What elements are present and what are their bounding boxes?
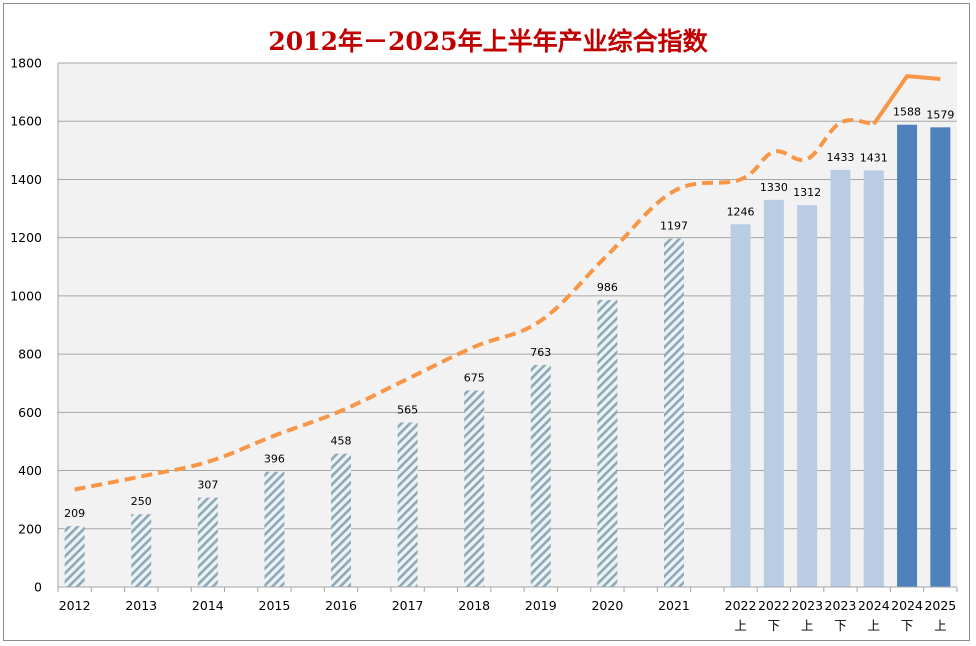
bar (64, 526, 85, 587)
bar (131, 514, 152, 587)
x-tick-label: 2025 (924, 598, 956, 613)
x-tick-label: 2019 (525, 598, 557, 613)
data-label: 1433 (826, 151, 854, 164)
y-tick-label: 1400 (10, 172, 42, 187)
x-tick-half-label: 上 (734, 618, 747, 633)
bar (597, 299, 618, 587)
x-tick-half-label: 上 (934, 618, 947, 633)
bar (763, 199, 784, 588)
x-tick-half-label: 上 (868, 618, 881, 633)
data-label: 458 (331, 435, 352, 448)
x-tick-label: 2024 (858, 598, 890, 613)
x-tick-label: 2013 (125, 598, 157, 613)
x-tick-label: 2016 (325, 598, 357, 613)
bars (64, 124, 951, 588)
data-label: 307 (197, 479, 218, 492)
bar (264, 471, 285, 587)
bar (663, 238, 684, 588)
bar (930, 127, 951, 587)
x-tick-half-label: 下 (834, 618, 847, 633)
x-tick-label: 2015 (259, 598, 291, 613)
data-label: 986 (597, 281, 618, 294)
data-label: 1197 (660, 220, 688, 233)
data-label: 1312 (793, 186, 821, 199)
axes: 0 200 400 600 800 1000 1200 1400 1600 1800 2012 201… (10, 56, 958, 633)
x-tick-label: 2021 (658, 598, 690, 613)
data-label: 396 (264, 453, 285, 466)
y-tick-label: 800 (18, 347, 42, 362)
x-tick-label: 2020 (591, 598, 623, 613)
data-label: 250 (131, 495, 152, 508)
chart-title: 2012年－2025年上半年产业综合指数 (268, 27, 708, 56)
bar (797, 205, 818, 587)
y-tick-label: 1600 (10, 114, 42, 129)
bar (331, 453, 352, 587)
y-tick-label: 1000 (10, 288, 42, 303)
bar (730, 224, 751, 587)
x-tick-label: 2022 (725, 598, 757, 613)
data-label: 209 (64, 507, 85, 520)
x-tick-half-label: 上 (801, 618, 814, 633)
x-tick-label: 2022 (758, 598, 790, 613)
data-label: 1330 (760, 181, 788, 194)
data-label: 763 (530, 346, 551, 359)
bar (530, 364, 551, 587)
bar (897, 124, 918, 588)
trend-line (74, 74, 941, 492)
x-tick-label: 2017 (392, 598, 424, 613)
x-tick-half-label: 下 (768, 618, 781, 633)
x-tick-label: 2018 (458, 598, 490, 613)
x-tick-label: 2024 (891, 598, 923, 613)
y-tick-label: 600 (18, 405, 42, 420)
y-tick-label: 1200 (10, 230, 42, 245)
y-tick-label: 0 (34, 580, 42, 595)
bar (197, 497, 218, 587)
x-tick-label: 2023 (791, 598, 823, 613)
data-label: 1431 (860, 151, 888, 164)
y-tick-label: 400 (18, 463, 42, 478)
y-tick-label: 200 (18, 521, 42, 536)
x-tick-half-label: 下 (901, 618, 914, 633)
x-tick-label: 2023 (825, 598, 857, 613)
data-label: 1588 (893, 106, 921, 119)
x-tick-label: 2012 (59, 598, 91, 613)
bar (397, 422, 418, 587)
data-labels: 209 250 307 396 458 565 675 763 986 1197 1246 1330 1… (64, 106, 954, 520)
data-label: 1579 (926, 108, 954, 121)
x-tick-label: 2014 (192, 598, 224, 613)
data-label: 1246 (727, 205, 755, 218)
bar (464, 390, 485, 587)
trend-line-solid (872, 74, 941, 126)
y-tick-label: 1800 (10, 56, 42, 71)
data-label: 565 (397, 404, 418, 417)
data-label: 675 (464, 372, 485, 385)
trend-line-dashed (74, 118, 875, 492)
bar (863, 170, 884, 588)
bar (830, 169, 851, 588)
